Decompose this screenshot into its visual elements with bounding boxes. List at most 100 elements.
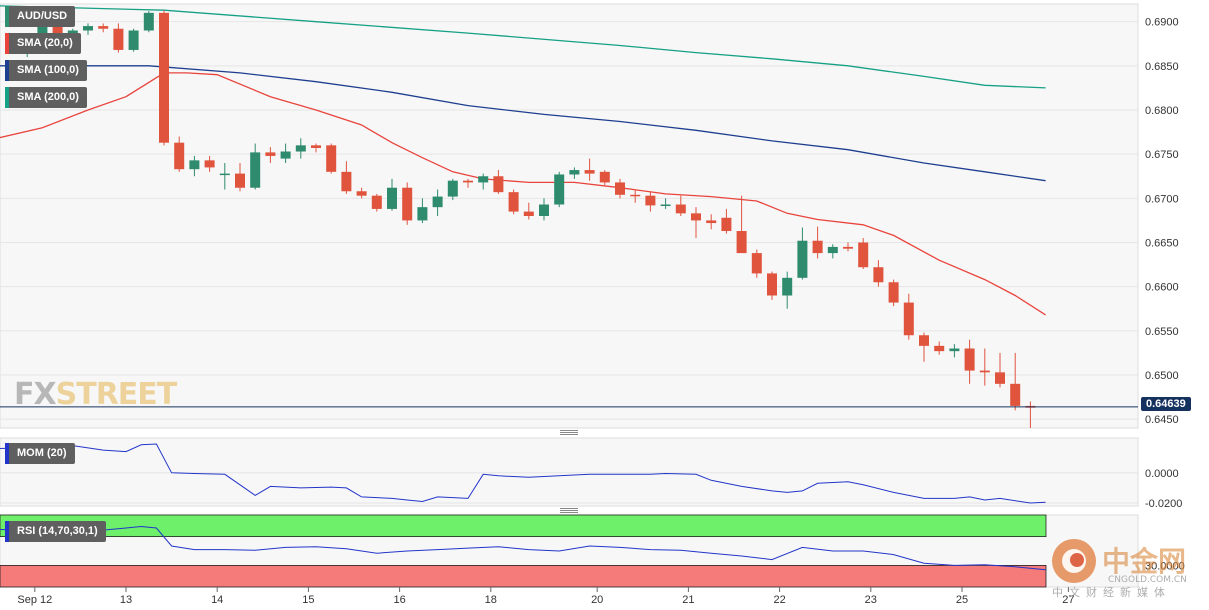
price-tick-label: 0.6850 (1145, 61, 1179, 73)
candle (979, 348, 990, 386)
candle (675, 195, 686, 216)
candle-body (843, 246, 853, 249)
sma200-label[interactable]: SMA (200,0) (5, 87, 87, 108)
sma100-color-swatch (5, 60, 9, 81)
candle (478, 173, 489, 190)
candle-body (675, 204, 686, 214)
candle (356, 187, 367, 199)
candle (463, 178, 473, 188)
candle-body (554, 174, 565, 205)
sma-line-0 (0, 72, 1046, 316)
candle (523, 202, 534, 220)
cngold-logo: 中金网 CNGOLD.COM.CN 中文财经新媒体 (1052, 539, 1187, 599)
candle-body (934, 345, 945, 352)
time-tick-label: 25 (956, 594, 968, 606)
symbol-text: AUD/USD (17, 10, 68, 22)
candle-body (979, 370, 990, 373)
candle (569, 167, 580, 179)
candle (630, 189, 641, 203)
candle-body (52, 26, 63, 35)
price-tick-label: 0.6800 (1145, 105, 1179, 117)
candle-body (858, 242, 869, 268)
sma-line-1 (0, 65, 1046, 182)
candle-body (812, 240, 823, 254)
mom-label[interactable]: MOM (20) (5, 443, 75, 464)
candle (113, 23, 124, 53)
candle-body (995, 372, 1005, 384)
sma200-text: SMA (200,0) (17, 91, 79, 103)
candle (888, 279, 899, 307)
candle (280, 143, 291, 163)
price-tick-label: 0.6550 (1145, 326, 1179, 338)
rsi-label[interactable]: RSI (14,70,30,1) (5, 521, 106, 542)
candle-body (630, 194, 641, 197)
rsi-overbought-zone (0, 514, 1047, 538)
candle-body (949, 348, 960, 352)
candle-body (493, 176, 504, 193)
candle (174, 136, 185, 172)
price-axis-labels: 0.6900 0.6850 0.6800 0.6750 0.6700 0.6650 0.66… (1145, 17, 1179, 426)
candle-body (189, 160, 200, 170)
candle (645, 191, 656, 212)
candle-body (235, 173, 245, 188)
candle (691, 207, 701, 239)
candle-body (721, 217, 732, 232)
candle-body (98, 26, 109, 29)
sma100-text: SMA (100,0) (17, 64, 79, 76)
mom-tick-label: 0.0000 (1145, 468, 1179, 480)
symbol-label[interactable]: AUD/USD (5, 6, 76, 27)
candle (326, 143, 337, 174)
price-tick-label: 0.6450 (1145, 414, 1179, 426)
candle (858, 238, 869, 269)
candle-body (326, 145, 337, 172)
price-tick-label: 0.6900 (1145, 17, 1179, 29)
candle-body (645, 195, 656, 206)
candle (706, 214, 717, 230)
candle (128, 28, 139, 52)
sma100-label[interactable]: SMA (100,0) (5, 60, 87, 81)
candle (615, 178, 625, 199)
candle (493, 170, 504, 194)
candle-body (873, 267, 884, 283)
rsi-oversold-zone (0, 565, 1047, 588)
candle (660, 198, 671, 209)
panel-resize-handle-2[interactable] (560, 508, 578, 513)
candle-body (128, 30, 139, 50)
time-tick-label: Sep 12 (17, 594, 52, 606)
time-tick-label: 14 (211, 594, 223, 606)
candle (402, 182, 413, 225)
candle-body (113, 28, 124, 50)
candle (432, 189, 443, 216)
candle (934, 341, 945, 355)
mom-color-swatch (5, 443, 9, 464)
candle (584, 158, 595, 181)
candle (447, 178, 458, 201)
candle-body (508, 192, 519, 212)
candle-body (478, 176, 489, 183)
candle (219, 163, 230, 190)
candle (736, 195, 747, 254)
sma20-label[interactable]: SMA (20,0) (5, 33, 81, 54)
candle (341, 161, 352, 194)
time-tick-label: 16 (393, 594, 405, 606)
candle-body (599, 171, 610, 183)
candle-body (463, 180, 473, 183)
panel-resize-handle-1[interactable] (560, 430, 578, 435)
rsi-line (0, 525, 1046, 571)
price-panel (0, 3, 1139, 429)
candle-body (782, 277, 793, 296)
candle-body (447, 180, 458, 197)
candle (98, 23, 109, 33)
time-tick-label: 13 (120, 594, 132, 606)
candle (843, 242, 853, 252)
price-grid (0, 21, 1138, 420)
time-axis: Sep 12 13 14 15 16 18 20 21 22 23 25 27 (17, 587, 1075, 606)
candle (83, 23, 93, 35)
candle-body (417, 207, 428, 221)
candle (873, 260, 884, 287)
candle (782, 271, 793, 309)
candle-body (174, 142, 185, 170)
candle (311, 143, 321, 153)
candle (1010, 352, 1021, 411)
